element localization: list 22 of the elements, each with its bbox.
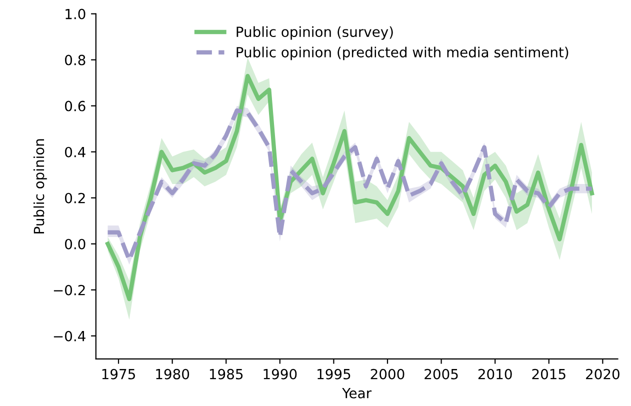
y-tick-label: −0.4 [54,330,86,342]
legend-label: Public opinion (survey) [236,26,393,40]
y-tick-label: 1.0 [66,8,86,20]
y-tick-label: 0.8 [65,54,86,66]
x-tick-label: 1985 [210,368,243,380]
y-tick-label: 0.2 [65,192,85,204]
y-tick-label: 0.4 [65,146,86,158]
x-tick-label: 2005 [424,368,458,380]
y-tick-label: −0.2 [54,284,85,296]
x-tick-label: 2010 [478,368,512,380]
x-tick-label: 1975 [102,368,135,380]
x-tick-label: 1980 [156,368,190,380]
x-tick-label: 2000 [370,368,404,380]
y-tick-label: 0.0 [65,238,86,250]
x-tick-label: 1995 [318,368,350,380]
x-tick-label: 2015 [532,368,566,380]
legend-label: Public opinion (predicted with media sentiment) [236,46,568,60]
x-tick-label: 1990 [264,368,297,380]
y-axis-title: Public opinion [33,139,47,234]
y-tick-label: 0.6 [65,100,86,112]
x-axis-title: Year [342,388,372,398]
x-tick-label: 2020 [586,368,620,380]
